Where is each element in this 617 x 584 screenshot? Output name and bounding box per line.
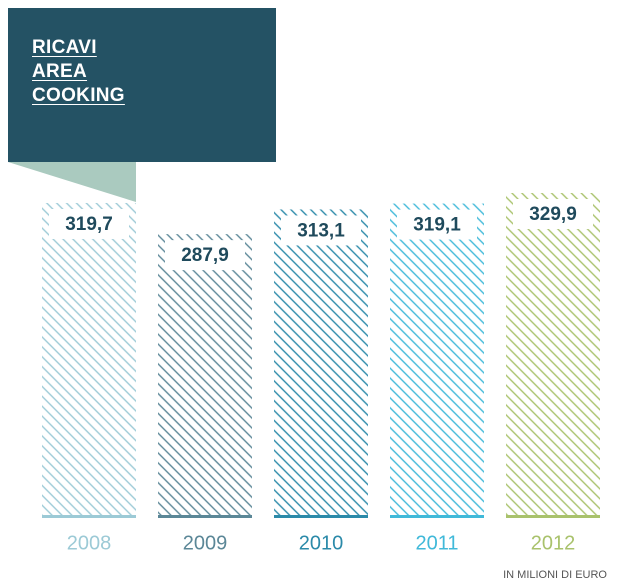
x-tick-label: 2009: [183, 532, 228, 554]
value-label: 287,9: [181, 245, 229, 266]
value-label-box: [165, 240, 245, 271]
bar-base: [274, 515, 368, 518]
unit-note: IN MILIONI DI EURO: [503, 569, 607, 581]
bar: [390, 203, 484, 517]
chart-title: RICAVI AREA COOKING: [32, 37, 125, 106]
bar: [274, 209, 368, 517]
bar-base: [158, 515, 252, 518]
bar-base: [506, 515, 600, 518]
value-label-box: [513, 199, 593, 229]
bar: [42, 202, 136, 516]
value-label: 319,1: [413, 215, 461, 236]
value-label-box: [49, 208, 129, 239]
value-label: 313,1: [297, 220, 345, 241]
x-tick-label: 2008: [67, 532, 112, 554]
title-box: [8, 8, 276, 162]
bar-base: [390, 515, 484, 518]
bar-base: [42, 515, 136, 518]
value-label-box: [281, 215, 361, 246]
bar: [158, 234, 252, 516]
value-label: 329,9: [529, 204, 577, 225]
value-label: 319,7: [65, 214, 113, 235]
x-tick-label: 2010: [299, 532, 344, 554]
value-label-box: [397, 209, 477, 240]
x-tick-label: 2012: [531, 532, 576, 554]
x-tick-label: 2011: [415, 532, 458, 554]
bar: [506, 193, 600, 516]
title-pointer: [8, 162, 136, 202]
